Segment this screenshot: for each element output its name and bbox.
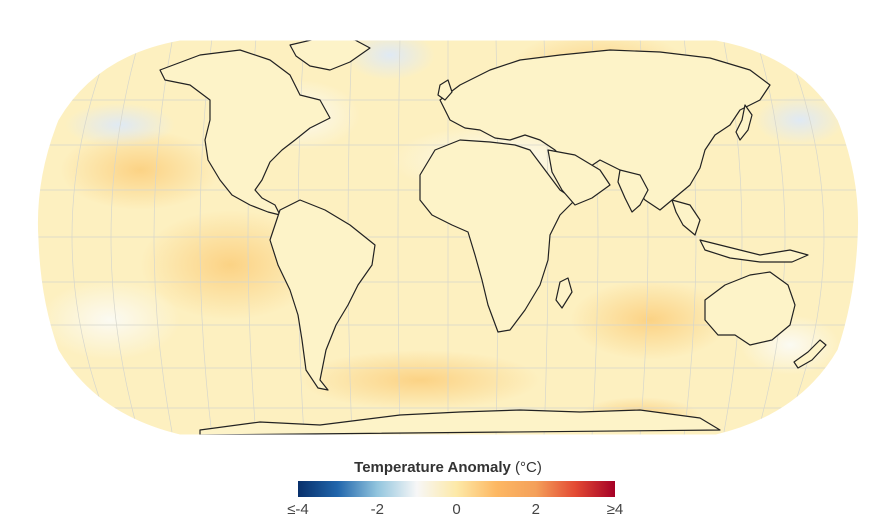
- british-isles: [437, 79, 453, 101]
- cool-patch-bering: [755, 95, 845, 145]
- legend-tick-label: -2: [370, 501, 384, 518]
- color-legend: Temperature Anomaly (°C) ≤-4 -2 0 2 ≥4: [0, 455, 896, 530]
- indonesia: [699, 239, 809, 263]
- australia: [704, 271, 796, 346]
- warm-patch-south-atlantic: [300, 350, 540, 410]
- legend-tick-label: ≤-4: [287, 501, 309, 518]
- india: [617, 169, 649, 213]
- japan: [735, 104, 753, 141]
- cool-patch-south-pacific: [40, 280, 180, 360]
- legend-title-text: Temperature Anomaly: [354, 459, 511, 476]
- north-america: [159, 49, 331, 216]
- legend-color-bar: [298, 481, 615, 497]
- south-america: [269, 199, 376, 391]
- new-zealand: [793, 339, 827, 369]
- legend-unit: (°C): [515, 459, 542, 476]
- antarctica: [199, 409, 721, 435]
- madagascar: [555, 277, 573, 309]
- globe-outline: [36, 39, 860, 436]
- warm-patch-indian-ocean: [570, 280, 730, 360]
- legend-title: Temperature Anomaly (°C): [0, 459, 896, 476]
- legend-gradient-rect: [298, 481, 615, 497]
- cool-patch-greenland: [345, 40, 435, 80]
- africa: [419, 139, 576, 333]
- legend-tick-label: ≥4: [606, 501, 624, 518]
- legend-tick-label: 0: [452, 501, 461, 518]
- europe-asia: [439, 49, 771, 211]
- greenland: [289, 40, 371, 71]
- arabia: [547, 149, 611, 206]
- southeast-asia: [671, 199, 701, 236]
- world-temperature-anomaly-map: [36, 39, 860, 436]
- legend-tick-label: 2: [531, 501, 540, 518]
